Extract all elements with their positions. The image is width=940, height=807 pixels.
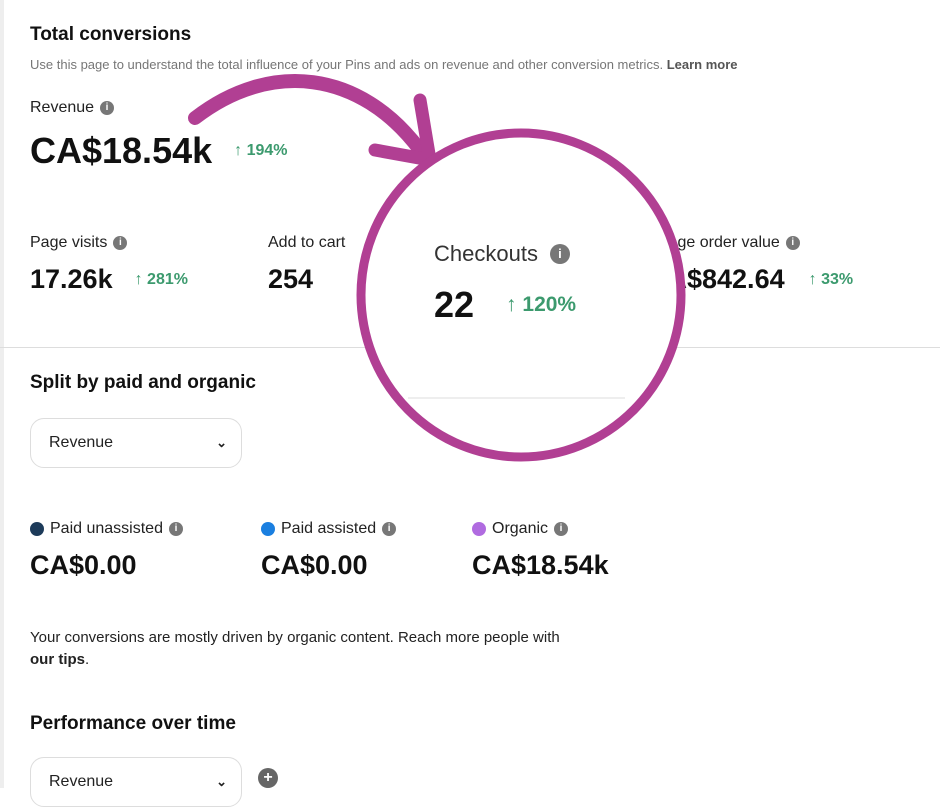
metric-change-value: 33% (821, 270, 854, 288)
split-metric-select[interactable]: Revenue ⌄ (30, 418, 242, 468)
annotation-arrow (188, 74, 427, 157)
info-icon[interactable]: i (549, 244, 570, 264)
legend-label: Paid assisted (281, 520, 377, 537)
info-icon[interactable]: i (382, 522, 397, 536)
legend-dot (30, 522, 44, 536)
checkouts-metric: 22 ↑ 120% (434, 284, 576, 326)
add-to-cart-value: 254 (268, 264, 314, 294)
performance-title: Performance over time (30, 713, 236, 734)
organic-label: Organic i (472, 520, 569, 538)
info-icon[interactable]: i (168, 522, 183, 536)
metric-label: Checkouts (434, 241, 538, 266)
paid-assisted-value: CA$0.00 (261, 550, 368, 580)
add-metric-icon[interactable]: + (258, 768, 278, 788)
page-visits-metric: 17.26k ↑ 281% (30, 264, 188, 295)
annotation-overlay (188, 74, 686, 462)
info-icon[interactable]: i (554, 522, 569, 536)
info-icon[interactable]: i (785, 236, 800, 250)
add-to-cart-label: Add to cart (268, 234, 345, 252)
revenue-metric: CA$18.54k ↑ 194% (30, 130, 288, 172)
paid-unassisted-value: CA$0.00 (30, 550, 137, 580)
metric-change-value: 281% (147, 270, 188, 288)
note-text: Your conversions are mostly driven by or… (30, 629, 560, 646)
revenue-label-text: Revenue (30, 99, 95, 116)
info-icon[interactable]: i (100, 101, 115, 115)
revenue-change: ↑ 194% (234, 142, 288, 159)
legend-label: Paid unassisted (50, 520, 163, 537)
paid-unassisted-label: Paid unassisted i (30, 520, 183, 538)
metric-label: Add to cart (268, 234, 346, 251)
info-icon[interactable]: i (113, 236, 128, 250)
metric-change: ↑ 33% (808, 270, 854, 288)
metric-change-value: 120% (522, 293, 577, 316)
metric-value: 22 (434, 284, 475, 325)
legend-dot (261, 522, 275, 536)
chevron-down-icon: ⌄ (216, 774, 227, 789)
split-title: Split by paid and organic (30, 372, 256, 393)
learn-more-link[interactable]: Learn more (666, 57, 738, 72)
page-title: Total conversions (30, 24, 192, 45)
checkouts-label: Checkouts i (434, 241, 570, 267)
select-value: Revenue (49, 434, 114, 451)
paid-assisted-label: Paid assisted i (261, 520, 397, 538)
select-value: Revenue (49, 773, 114, 790)
metric-value: 17.26k (30, 264, 113, 294)
legend-dot (472, 522, 486, 536)
page-visits-label: Page visits i (30, 234, 128, 252)
description-text: Use this page to understand the total in… (30, 57, 664, 72)
magnifier-circle (356, 128, 686, 462)
organic-value: CA$18.54k (472, 550, 609, 580)
revenue-value: CA$18.54k (30, 130, 213, 171)
revenue-label: Revenue i (30, 99, 115, 117)
note-period: . (85, 651, 90, 668)
metric-change: ↑ 120% (506, 293, 577, 316)
chevron-down-icon: ⌄ (216, 435, 227, 450)
tips-link[interactable]: our tips (30, 651, 85, 668)
revenue-change-value: 194% (246, 142, 288, 159)
page-description: Use this page to understand the total in… (30, 57, 738, 72)
legend-label: Organic (492, 520, 549, 537)
metric-change: ↑ 281% (134, 270, 188, 288)
metric-label: Page visits (30, 234, 108, 251)
split-note: Your conversions are mostly driven by or… (30, 627, 670, 671)
page-edge (0, 0, 4, 788)
